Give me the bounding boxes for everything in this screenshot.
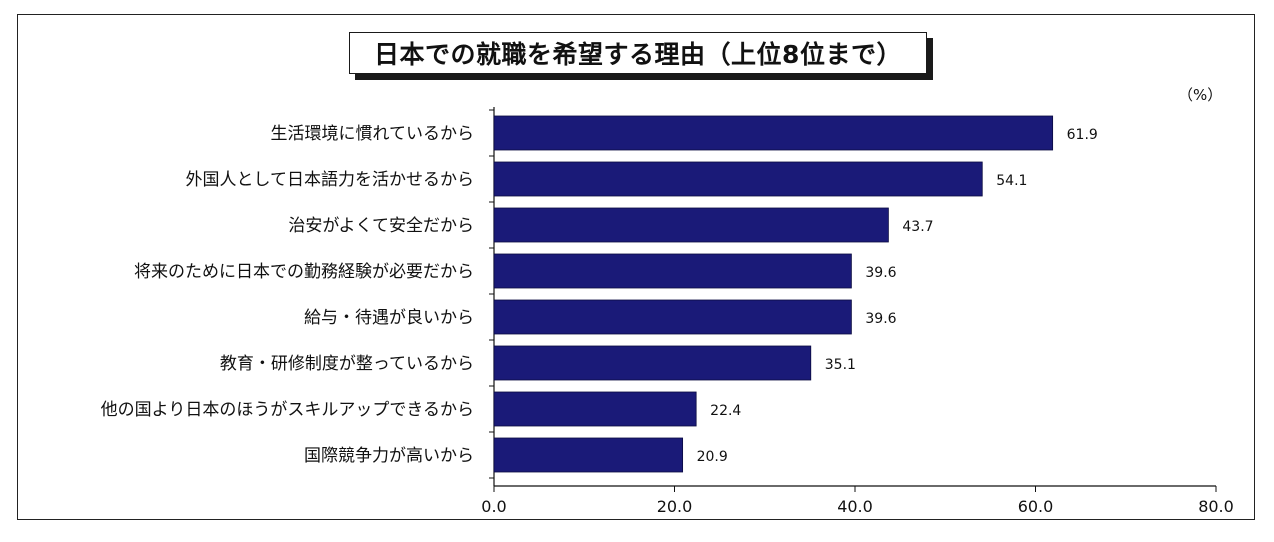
value-label: 35.1 [825, 357, 856, 373]
bar [493, 207, 889, 243]
bar [493, 161, 983, 197]
bar [493, 345, 812, 381]
x-tick-label: 20.0 [657, 497, 693, 516]
value-label: 22.4 [710, 403, 741, 419]
category-label: 他の国より日本のほうがスキルアップできるから [101, 400, 474, 420]
category-label: 教育・研修制度が整っているから [220, 354, 474, 374]
bar [493, 391, 697, 427]
value-label: 61.9 [1067, 127, 1098, 143]
value-label: 43.7 [902, 219, 933, 235]
category-label: 外国人として日本語力を活かせるから [186, 170, 475, 190]
chart-title: 日本での就職を希望する理由（上位8位まで） [349, 32, 927, 74]
value-label: 54.1 [996, 173, 1027, 189]
category-label: 生活環境に慣れているから [271, 124, 475, 144]
x-tick-label: 60.0 [1018, 497, 1054, 516]
bar [493, 437, 684, 473]
value-label: 20.9 [697, 449, 728, 465]
category-label: 国際競争力が高いから [304, 446, 474, 466]
category-label: 給与・待遇が良いから [304, 308, 474, 328]
category-label: 治安がよくて安全だから [288, 216, 474, 236]
bar [493, 299, 852, 335]
x-tick-label: 80.0 [1198, 497, 1234, 516]
x-tick-label: 40.0 [837, 497, 873, 516]
value-label: 39.6 [865, 311, 896, 327]
category-label: 将来のために日本での勤務経験が必要だから [134, 262, 474, 282]
x-tick-label: 0.0 [481, 497, 506, 516]
bar [493, 253, 852, 289]
bar [493, 115, 1054, 151]
value-label: 39.6 [865, 265, 896, 281]
unit-label: （%） [1178, 86, 1223, 104]
